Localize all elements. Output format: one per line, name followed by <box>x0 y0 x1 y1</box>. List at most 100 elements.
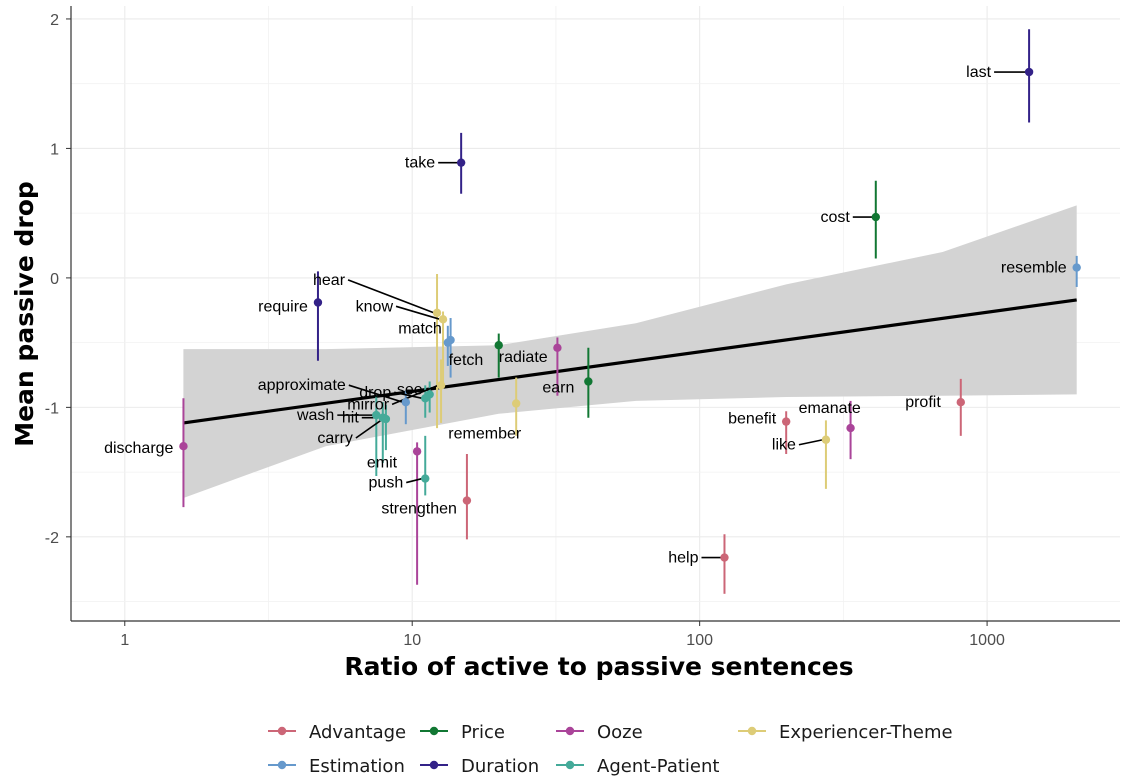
legend-item-estimation: Estimation <box>268 756 405 777</box>
point-push <box>421 474 430 483</box>
confidence-band-area <box>183 205 1077 498</box>
label-fetch: fetch <box>449 352 484 369</box>
y-tick-label: -2 <box>45 530 59 547</box>
label-wash: wash <box>296 407 334 424</box>
point-emanate <box>846 423 855 433</box>
label-cost: cost <box>820 209 850 226</box>
leader-approximate <box>348 384 404 403</box>
x-tick-label: 100 <box>686 632 713 649</box>
label-hear: hear <box>313 272 346 289</box>
point-hear <box>432 308 442 318</box>
point-match <box>443 338 453 347</box>
legend-key-point <box>277 726 287 736</box>
point-benefit <box>781 417 791 426</box>
y-tick-label: 0 <box>50 271 59 288</box>
legend-item-experiencer-theme: Experiencer-Theme <box>738 722 953 743</box>
label-mirror: mirror <box>347 396 389 413</box>
point-labels: last take require cost radiate earn resemble fe… <box>104 64 1067 567</box>
point-discharge <box>179 442 188 451</box>
legend-key-point <box>747 726 757 736</box>
point-approximate <box>401 397 411 407</box>
label-carry: carry <box>317 430 353 447</box>
y-axis-ticks: -2 -1 0 1 2 <box>45 12 71 547</box>
label-earn: earn <box>542 379 574 396</box>
label-emanate: emanate <box>799 400 861 417</box>
x-tick-label: 1 <box>120 632 129 649</box>
legend-key-point <box>565 760 575 770</box>
point-strengthen <box>462 496 472 505</box>
label-remember: remember <box>448 425 522 442</box>
point-cost <box>871 212 880 222</box>
point-last <box>1024 67 1034 77</box>
label-benefit: benefit <box>728 411 777 428</box>
point-know <box>438 315 448 324</box>
point-earn <box>584 377 593 386</box>
legend-label: Agent-Patient <box>597 756 719 777</box>
legend-item-agent-patient: Agent-Patient <box>556 756 719 777</box>
legend-key-point <box>429 726 439 736</box>
leader-like <box>798 438 824 446</box>
legend: Advantage Estimation Price Duration Ooze Agen… <box>268 722 953 777</box>
label-push: push <box>369 475 404 492</box>
legend-item-advantage: Advantage <box>268 722 406 743</box>
regression-line <box>183 298 1077 425</box>
point-ooze <box>553 343 562 353</box>
y-axis-title: Mean passive drop <box>10 181 39 447</box>
legend-key-point <box>565 726 575 736</box>
label-require: require <box>258 298 308 315</box>
legend-label: Price <box>461 722 505 743</box>
legend-label: Duration <box>461 756 539 777</box>
leader-push <box>406 477 423 484</box>
legend-label: Experiencer-Theme <box>779 722 953 743</box>
label-emit: emit <box>367 454 398 471</box>
x-axis-title: Ratio of active to passive sentences <box>344 652 853 681</box>
x-tick-label: 10 <box>403 632 421 649</box>
label-approximate: approximate <box>258 377 346 394</box>
label-take: take <box>405 155 435 172</box>
point-take <box>456 158 466 167</box>
leader-mirror <box>391 384 439 406</box>
legend-label: Ooze <box>597 722 643 743</box>
label-like: like <box>772 437 796 454</box>
point-like <box>821 435 831 444</box>
label-see: see <box>397 381 423 398</box>
label-profit: profit <box>905 394 941 411</box>
leader-carry <box>355 418 384 439</box>
legend-key-point <box>429 760 439 770</box>
point-remember <box>511 399 521 408</box>
label-last: last <box>966 64 991 81</box>
leader-know <box>395 305 441 321</box>
label-resemble: resemble <box>1001 260 1067 277</box>
x-axis-ticks: 1 10 100 1000 <box>120 621 1005 649</box>
legend-item-price: Price <box>420 722 505 743</box>
legend-item-duration: Duration <box>420 756 539 777</box>
legend-label: Estimation <box>309 756 405 777</box>
label-match: match <box>398 321 442 338</box>
point-carry <box>381 414 391 424</box>
legend-key-point <box>277 760 287 770</box>
y-tick-label: -1 <box>45 400 59 417</box>
x-tick-label: 1000 <box>969 632 1005 649</box>
label-know: know <box>356 298 394 315</box>
label-radiate: radiate <box>499 349 548 366</box>
point-require <box>313 298 323 307</box>
regression-line-path <box>183 298 1077 425</box>
y-tick-label: 1 <box>50 141 59 158</box>
point-help <box>720 553 729 562</box>
point-wash <box>372 410 381 420</box>
label-help: help <box>668 550 698 567</box>
label-discharge: discharge <box>104 440 173 457</box>
confidence-band <box>183 205 1077 498</box>
point-profit <box>956 397 965 407</box>
leader-drop <box>394 391 423 400</box>
point-resemble <box>1072 263 1081 272</box>
legend-label: Advantage <box>309 722 406 743</box>
data-points <box>179 67 1081 562</box>
label-strengthen: strengthen <box>381 501 457 518</box>
leader-hear <box>347 279 435 314</box>
label-drop: drop <box>359 384 391 401</box>
point-mirror <box>436 381 446 390</box>
label-leader-lines <box>337 71 1027 559</box>
legend-item-ooze: Ooze <box>556 722 643 743</box>
